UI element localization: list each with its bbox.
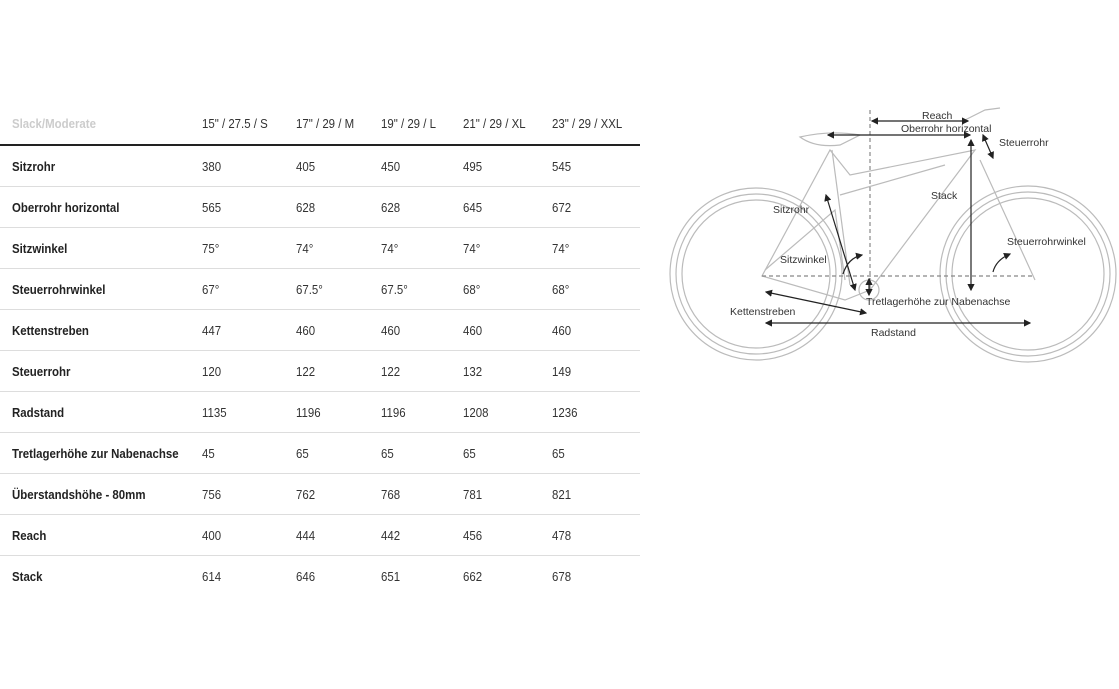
cell-value: 447 (202, 323, 222, 338)
cell-value: 68° (463, 282, 481, 297)
cell-value: 75° (202, 241, 220, 256)
cell-value: 65 (552, 446, 565, 461)
label-stack: Stack (931, 190, 958, 202)
cell-value: 1196 (381, 405, 406, 420)
cell-value: 762 (296, 487, 316, 502)
table-row: Radstand 1135 1196 1196 1208 1236 (0, 392, 640, 433)
table-row: Sitzrohr 380 405 450 495 545 (0, 146, 640, 187)
table-row: Kettenstreben 447 460 460 460 460 (0, 310, 640, 351)
cell-value: 646 (296, 569, 316, 584)
cell-value: 628 (296, 200, 316, 215)
cell-value: 17" / 29 / M (296, 116, 355, 131)
cell-value: 672 (552, 200, 572, 215)
cell-value: 768 (381, 487, 401, 502)
table-row: Oberrohr horizontal 565 628 628 645 672 (0, 187, 640, 228)
label-reach: Reach (922, 110, 953, 122)
row-label: Reach (12, 528, 47, 543)
cell-value: 67° (202, 282, 220, 297)
cell-value: 645 (463, 200, 483, 215)
cell-value: 651 (381, 569, 401, 584)
cell-value: 565 (202, 200, 222, 215)
cell-value: 74° (552, 241, 570, 256)
cell-value: 19" / 29 / L (381, 116, 436, 131)
cell-value: 1236 (552, 405, 578, 420)
label-wheelbase: Radstand (871, 327, 916, 339)
table-row: Überstandshöhe - 80mm 756 762 768 781 821 (0, 474, 640, 515)
cell-value: 1208 (463, 405, 489, 420)
label-bb-drop: Tretlagerhöhe zur Nabenachse (866, 296, 1011, 308)
row-label: Tretlagerhöhe zur Nabenachse (12, 446, 179, 461)
cell-value: 1196 (296, 405, 321, 420)
label-head-angle: Steuerrohrwinkel (1007, 236, 1086, 248)
row-label: Slack/Moderate (12, 116, 96, 131)
cell-value: 456 (463, 528, 483, 543)
cell-value: 74° (381, 241, 399, 256)
cell-value: 21" / 29 / XL (463, 116, 526, 131)
cell-value: 74° (463, 241, 481, 256)
row-label: Sitzrohr (12, 159, 56, 174)
cell-value: 74° (296, 241, 314, 256)
cell-value: 781 (463, 487, 483, 502)
cell-value: 628 (381, 200, 401, 215)
cell-value: 23" / 29 / XXL (552, 116, 623, 131)
cell-value: 460 (463, 323, 483, 338)
table-row: Steuerrohr 120 122 122 132 149 (0, 351, 640, 392)
row-label: Steuerrohr (12, 364, 71, 379)
row-label: Stack (12, 569, 43, 584)
cell-value: 15" / 27.5 / S (202, 116, 268, 131)
cell-value: 460 (296, 323, 316, 338)
label-chainstay: Kettenstreben (730, 306, 796, 318)
label-top-tube: Oberrohr horizontal (901, 123, 991, 135)
label-seat-angle: Sitzwinkel (780, 254, 827, 266)
cell-value: 450 (381, 159, 401, 174)
row-label: Steuerrohrwinkel (12, 282, 106, 297)
bike-drawing (669, 107, 1117, 363)
geometry-table: Slack/Moderate 15" / 27.5 / S 17" / 29 / M… (0, 104, 640, 596)
cell-value: 460 (381, 323, 401, 338)
cell-value: 68° (552, 282, 570, 297)
table-header: Slack/Moderate 15" / 27.5 / S 17" / 29 / M… (0, 104, 640, 146)
cell-value: 678 (552, 569, 572, 584)
cell-value: 45 (202, 446, 215, 461)
row-label: Überstandshöhe - 80mm (12, 487, 146, 502)
table-row: Sitzwinkel 75° 74° 74° 74° 74° (0, 228, 640, 269)
cell-value: 400 (202, 528, 222, 543)
table-row: Steuerrohrwinkel 67° 67.5° 67.5° 68° 68° (0, 269, 640, 310)
cell-value: 65 (381, 446, 394, 461)
table-row: Tretlagerhöhe zur Nabenachse 45 65 65 65 65 (0, 433, 640, 474)
cell-value: 149 (552, 364, 572, 379)
cell-value: 478 (552, 528, 572, 543)
cell-value: 756 (202, 487, 222, 502)
cell-value: 495 (463, 159, 483, 174)
cell-value: 662 (463, 569, 483, 584)
cell-value: 444 (296, 528, 316, 543)
row-label: Sitzwinkel (12, 241, 68, 256)
cell-value: 120 (202, 364, 222, 379)
cell-value: 122 (296, 364, 316, 379)
label-seat-tube: Sitzrohr (773, 204, 810, 216)
cell-value: 67.5° (381, 282, 408, 297)
cell-value: 405 (296, 159, 316, 174)
cell-value: 821 (552, 487, 572, 502)
cell-value: 65 (463, 446, 476, 461)
row-label: Oberrohr horizontal (12, 200, 120, 215)
cell-value: 614 (202, 569, 222, 584)
table-row: Reach 400 444 442 456 478 (0, 515, 640, 556)
cell-value: 380 (202, 159, 222, 174)
row-label: Kettenstreben (12, 323, 89, 338)
cell-value: 122 (381, 364, 401, 379)
table-row: Stack 614 646 651 662 678 (0, 556, 640, 596)
dimension-arrows (762, 110, 1035, 327)
row-label: Radstand (12, 405, 65, 420)
cell-value: 442 (381, 528, 401, 543)
cell-value: 65 (296, 446, 309, 461)
cell-value: 460 (552, 323, 572, 338)
cell-value: 67.5° (296, 282, 323, 297)
label-head-tube: Steuerrohr (999, 137, 1049, 149)
cell-value: 545 (552, 159, 572, 174)
cell-value: 1135 (202, 405, 227, 420)
cell-value: 132 (463, 364, 483, 379)
